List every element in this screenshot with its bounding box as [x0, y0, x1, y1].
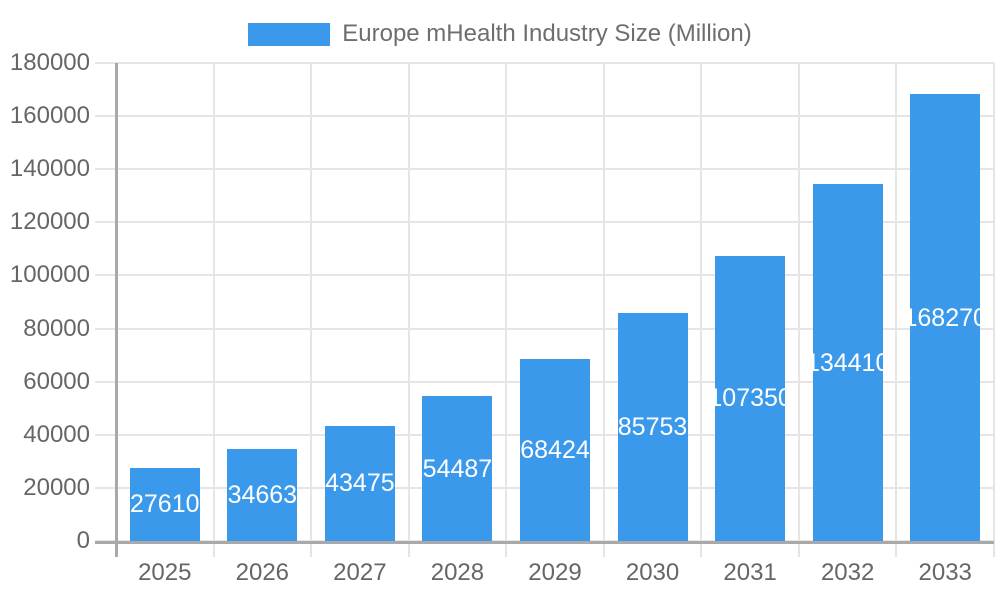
x-axis-tick-label: 2029 — [528, 559, 582, 586]
bar[interactable] — [617, 313, 688, 541]
y-gridline — [95, 115, 994, 118]
bar-value-label: 54487 — [422, 454, 493, 483]
bar-value-label: 168270 — [903, 303, 987, 332]
y-gridline — [95, 221, 994, 224]
y-axis-tick-label: 40000 — [23, 420, 90, 448]
x-axis-tick-label: 2026 — [235, 559, 290, 586]
bar[interactable] — [227, 448, 298, 541]
x-gridline — [602, 63, 605, 557]
x-axis-tick-label: 2032 — [820, 559, 875, 586]
x-gridline — [310, 63, 313, 557]
x-axis-tick-label: 2031 — [723, 559, 777, 586]
bar[interactable] — [910, 94, 981, 541]
x-gridline — [895, 63, 898, 557]
x-gridline — [797, 63, 800, 557]
y-gridline — [95, 168, 994, 171]
bar-value-label: 68424 — [520, 436, 590, 465]
y-axis-tick-label: 120000 — [9, 208, 90, 236]
x-axis-tick-label: 2025 — [138, 559, 192, 586]
y-axis-tick-label: 100000 — [9, 261, 90, 289]
x-axis-tick-label: 2030 — [625, 559, 680, 586]
bar[interactable] — [520, 359, 590, 541]
y-axis-tick-label: 160000 — [9, 102, 90, 130]
x-gridline — [700, 63, 703, 557]
y-axis-line — [115, 63, 118, 557]
y-axis-tick-label: 140000 — [9, 155, 90, 183]
bar-value-label: 43475 — [325, 469, 395, 498]
y-axis-tick-label: 0 — [76, 527, 90, 554]
bar-value-label: 27610 — [130, 490, 200, 519]
y-axis-tick-label: 80000 — [23, 314, 90, 342]
y-axis-tick-label: 60000 — [23, 367, 90, 395]
x-gridline — [993, 63, 995, 557]
y-axis-tick-label: 180000 — [9, 49, 90, 76]
x-axis-tick-label: 2033 — [918, 559, 972, 586]
bar[interactable] — [324, 425, 395, 541]
bar[interactable] — [715, 255, 786, 541]
y-gridline — [95, 327, 994, 330]
legend-swatch-icon — [248, 22, 331, 46]
bar-value-label: 107350 — [708, 384, 792, 413]
bar[interactable] — [129, 467, 200, 541]
bar-value-label: 34663 — [227, 480, 298, 509]
y-gridline — [95, 62, 994, 64]
x-gridline — [407, 63, 410, 557]
bar[interactable] — [422, 396, 493, 541]
x-axis-tick-label: 2027 — [333, 559, 387, 586]
x-axis-line — [95, 541, 994, 544]
x-axis-tick-label: 2028 — [430, 559, 485, 586]
legend-label: Europe mHealth Industry Size (Million) — [342, 20, 752, 47]
bar[interactable] — [812, 184, 883, 541]
bar-value-label: 134410 — [805, 348, 890, 377]
x-gridline — [505, 63, 508, 557]
y-gridline — [95, 274, 994, 277]
bar-value-label: 85753 — [617, 413, 688, 442]
legend[interactable]: Europe mHealth Industry Size (Million) — [0, 21, 1000, 47]
x-gridline — [212, 63, 215, 557]
y-axis-tick-label: 20000 — [23, 473, 90, 501]
